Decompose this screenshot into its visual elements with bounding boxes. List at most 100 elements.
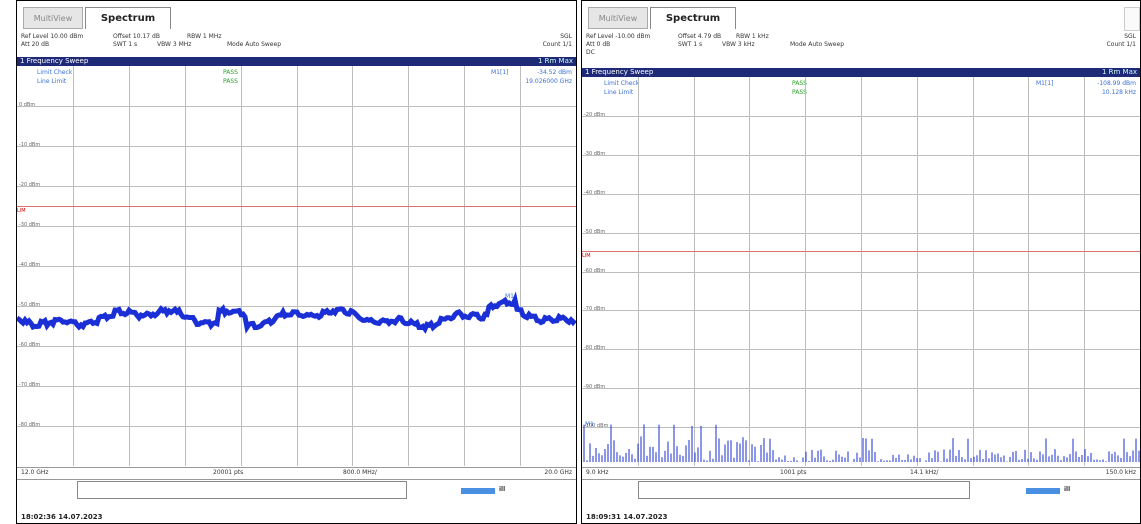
y-tick-label: -30 dBm <box>584 151 606 157</box>
progress-indicator-text: ill <box>499 486 506 493</box>
tab-bar: MultiView Spectrum <box>17 1 576 31</box>
settings-readout: Ref Level -10.00 dBm Offset 4.79 dB RBW … <box>582 31 1140 63</box>
rbw-text: RBW 1 kHz <box>736 33 769 40</box>
tab-spectrum[interactable]: Spectrum <box>650 7 736 29</box>
grid-hline <box>17 186 576 187</box>
rbw-text: RBW 1 MHz <box>187 33 222 40</box>
right-spectrum-panel: MultiView Spectrum Ref Level -10.00 dBm … <box>581 0 1141 524</box>
sweep-title-bar: 1 Frequency Sweep 1 Rm Max <box>582 68 1140 77</box>
grid-vline <box>805 77 806 466</box>
marker-m1-value: -108.99 dBm <box>1097 80 1136 87</box>
y-tick-label: -80 dBm <box>584 345 606 351</box>
grid-vline <box>129 66 130 466</box>
spectrum-plot-area[interactable]: Limit Check PASS Line Limit PASS M1[1] -… <box>17 66 576 466</box>
grid-vline <box>638 77 639 466</box>
grid-vline <box>917 77 918 466</box>
timestamp: 18:09:31 14.07.2023 <box>586 513 668 521</box>
line-limit-result: PASS <box>792 89 807 96</box>
att-text: Att 0 dB <box>586 41 611 48</box>
sweep-title: 1 Frequency Sweep <box>585 68 654 76</box>
grid-hline <box>17 266 576 267</box>
x-div-label: 14.1 kHz/ <box>910 469 939 476</box>
limit-check-label: Limit Check <box>604 80 640 87</box>
grid-hline <box>17 346 576 347</box>
limit-line-tag: LIM <box>17 208 26 214</box>
grid-vline <box>464 66 465 466</box>
spectrum-plot-area[interactable]: Limit Check PASS Line Limit PASS M1[1] -… <box>582 77 1140 466</box>
x-stop-label: 20.0 GHz <box>544 469 572 476</box>
y-tick-label: -60 dBm <box>19 342 41 348</box>
x-stop-label: 150.0 kHz <box>1105 469 1136 476</box>
y-tick-label: -20 dBm <box>584 112 606 118</box>
y-tick-label: -70 dBm <box>19 382 41 388</box>
mode-text: Mode Auto Sweep <box>227 41 281 48</box>
grid-vline <box>973 77 974 466</box>
y-tick-label: 0 dBm <box>19 102 36 108</box>
x-axis-bar: 9.0 kHz 1001 pts 14.1 kHz/ 150.0 kHz <box>582 467 1140 480</box>
grid-vline <box>749 77 750 466</box>
timestamp: 18:02:36 14.07.2023 <box>21 513 103 521</box>
sweep-title: 1 Frequency Sweep <box>20 57 89 65</box>
marker-m1-label: M1[1] <box>1036 80 1054 87</box>
limit-check-result: PASS <box>792 80 807 87</box>
grid-vline <box>694 77 695 466</box>
coupling-text: DC <box>586 49 595 56</box>
limit-line <box>17 206 576 207</box>
marker-m1-flag: M1 <box>585 421 594 428</box>
y-tick-label: -60 dBm <box>584 268 606 274</box>
mode-text: Mode Auto Sweep <box>790 41 844 48</box>
line-limit-label: Line Limit <box>37 78 67 85</box>
grid-vline <box>73 66 74 466</box>
line-limit-label: Line Limit <box>604 89 634 96</box>
grid-vline <box>1084 77 1085 466</box>
trace-line <box>17 291 576 334</box>
tab-multiview[interactable]: MultiView <box>588 7 648 29</box>
x-points-label: 1001 pts <box>780 469 807 476</box>
y-tick-label: -20 dBm <box>19 182 41 188</box>
y-tick-label: -70 dBm <box>584 306 606 312</box>
grid-vline <box>297 66 298 466</box>
y-tick-label: -80 dBm <box>19 422 41 428</box>
y-tick-label: -90 dBm <box>584 384 606 390</box>
y-tick-label: -30 dBm <box>19 222 41 228</box>
vbw-text: VBW 3 kHz <box>722 41 755 48</box>
att-text: Att 20 dB <box>21 41 50 48</box>
trace-mode-label: 1 Rm Max <box>537 57 573 65</box>
x-axis-bar: 12.0 GHz 20001 pts 800.0 MHz/ 20.0 GHz <box>17 467 576 480</box>
y-tick-label: -40 dBm <box>584 190 606 196</box>
limit-line <box>582 251 1140 252</box>
marker-m1-value: -34.52 dBm <box>536 69 572 76</box>
grid-hline <box>17 386 576 387</box>
status-message-box <box>638 481 970 499</box>
measuring-progress-bar <box>1026 488 1060 494</box>
limit-line-tag: LIM <box>582 253 591 259</box>
grid-vline <box>520 66 521 466</box>
y-tick-label: -50 dBm <box>19 302 41 308</box>
swt-text: SWT 1 s <box>678 41 703 48</box>
x-start-label: 12.0 GHz <box>21 469 49 476</box>
y-tick-label: -40 dBm <box>19 262 41 268</box>
left-spectrum-panel: MultiView Spectrum Ref Level 10.00 dBm O… <box>16 0 577 524</box>
tab-multiview[interactable]: MultiView <box>23 7 83 29</box>
progress-indicator-text: ill <box>1064 486 1071 493</box>
window-edge-button[interactable] <box>1124 7 1140 31</box>
tab-spectrum[interactable]: Spectrum <box>85 7 171 29</box>
sgl-text: SGL <box>1124 33 1136 40</box>
grid-vline <box>185 66 186 466</box>
ref-level-text: Ref Level 10.00 dBm <box>21 33 84 40</box>
offset-text: Offset 4.79 dB <box>678 33 722 40</box>
marker-m1-flag: M1 <box>505 293 514 300</box>
grid-vline <box>861 77 862 466</box>
grid-hline <box>17 146 576 147</box>
sgl-text: SGL <box>560 33 572 40</box>
grid-vline <box>352 66 353 466</box>
tab-bar: MultiView Spectrum <box>582 1 1140 31</box>
grid-hline <box>17 306 576 307</box>
count-text: Count 1/1 <box>542 41 572 48</box>
marker-m1-frequency: 19.026000 GHz <box>525 78 572 85</box>
count-text: Count 1/1 <box>1106 41 1136 48</box>
y-tick-label: -50 dBm <box>584 229 606 235</box>
settings-readout: Ref Level 10.00 dBm Offset 10.17 dB RBW … <box>17 31 576 63</box>
vbw-text: VBW 3 MHz <box>157 41 192 48</box>
grid-vline <box>408 66 409 466</box>
